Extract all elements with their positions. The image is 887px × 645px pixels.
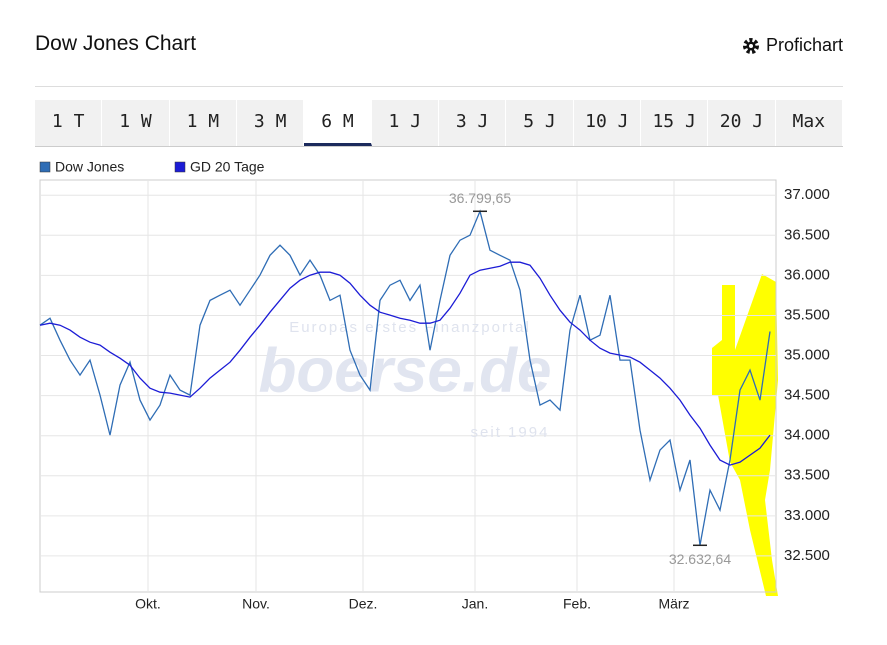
tab[interactable]: 1 W <box>102 100 170 146</box>
gear-icon <box>742 37 759 54</box>
legend-swatch <box>39 161 51 173</box>
tab[interactable]: 10 J <box>574 100 641 146</box>
y-tick-label: 34.000 <box>784 427 830 444</box>
tab[interactable]: 3 J <box>439 100 507 146</box>
extreme-label: 32.632,64 <box>669 551 731 567</box>
x-tick-label: Jan. <box>462 596 488 612</box>
highlight <box>712 274 778 596</box>
tab[interactable]: 1 J <box>372 100 439 146</box>
x-tick-label: Feb. <box>563 596 591 612</box>
line <box>39 261 771 466</box>
tab[interactable]: 6 M <box>304 100 372 146</box>
legend-label: Dow Jones <box>55 159 124 175</box>
y-tick-label: 36.000 <box>784 266 830 283</box>
y-tick-label: 37.000 <box>784 186 830 203</box>
plot-area <box>39 179 777 593</box>
y-tick-label: 34.500 <box>784 387 830 404</box>
extreme-label: 36.799,65 <box>449 190 511 206</box>
tab[interactable]: 1 T <box>35 100 103 146</box>
legend-label: GD 20 Tage <box>190 159 265 175</box>
y-tick-label: 33.000 <box>784 507 830 524</box>
y-tick-label: 33.500 <box>784 467 830 484</box>
line <box>39 209 771 546</box>
tab[interactable]: 1 M <box>170 100 237 146</box>
watermark-tagline: Europas erstes Finanzportal <box>289 319 531 336</box>
y-tick-label: 35.500 <box>784 306 830 323</box>
profichart-link[interactable]: Profichart <box>742 35 843 56</box>
y-tick-label: 35.000 <box>784 347 830 364</box>
x-tick-label: März <box>658 596 689 612</box>
link-text: Profichart <box>765 35 843 55</box>
y-tick-label: 36.500 <box>784 226 830 243</box>
tab[interactable]: Max <box>776 100 843 146</box>
x-tick-label: Okt. <box>135 596 161 612</box>
divider <box>35 86 843 87</box>
watermark-logo: boerse.de <box>259 336 552 405</box>
y-tick-label: 32.500 <box>784 547 830 564</box>
x-tick-label: Nov. <box>242 596 270 612</box>
tab[interactable]: 5 J <box>506 100 574 146</box>
x-tick-label: Dez. <box>349 596 378 612</box>
tab[interactable]: 20 J <box>708 100 776 146</box>
title: Dow Jones Chart <box>35 32 197 55</box>
watermark-since: seit 1994 <box>471 424 550 441</box>
tab[interactable]: 15 J <box>641 100 709 146</box>
tab[interactable]: 3 M <box>237 100 305 146</box>
legend-swatch <box>174 161 186 173</box>
